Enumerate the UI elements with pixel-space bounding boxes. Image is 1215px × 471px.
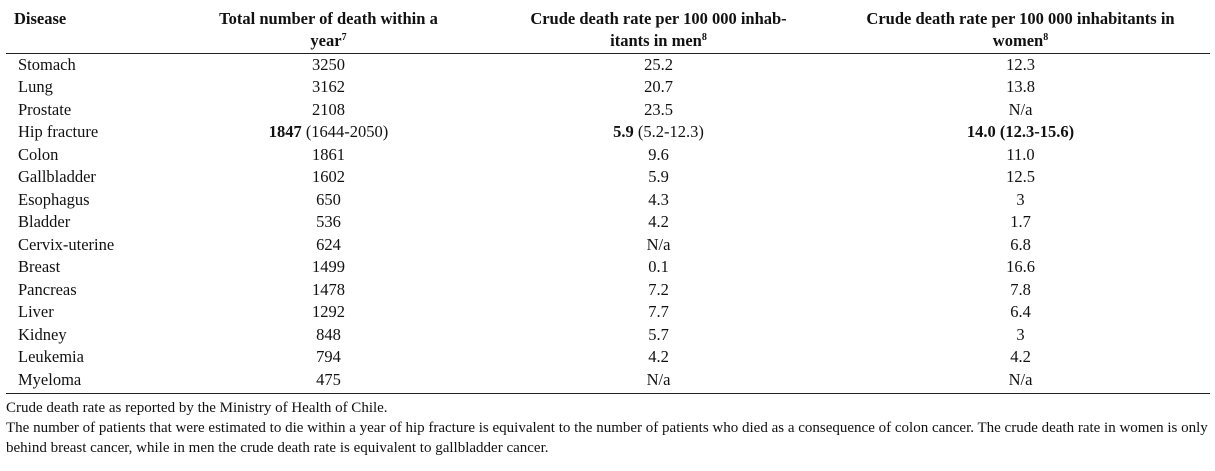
cell-disease: Pancreas [18, 279, 77, 299]
cell-total-deaths: 3162 [312, 77, 345, 96]
header-total-text: Total number of death within a year [219, 9, 438, 50]
cell-disease: Hip fracture [18, 122, 99, 141]
cell-total-deaths: 1602 [312, 167, 345, 186]
table-row: Myeloma 475 N/a N/a [6, 368, 1210, 394]
cell-disease: Colon [18, 144, 59, 164]
cell-rate-women: 6.8 [1010, 234, 1031, 254]
cell-rate-women: 7.8 [1010, 279, 1031, 299]
mortality-table: Disease Total number of death within a ye… [6, 3, 1210, 394]
header-rate-women: Crude death rate per 100 000 inhabitants… [831, 3, 1210, 54]
cell-total-deaths: 1478 [312, 279, 345, 299]
table-row: Liver 1292 7.7 6.4 [6, 301, 1210, 324]
cell-rate-men: 5.9 [648, 167, 669, 186]
table-row: Gallbladder 1602 5.9 12.5 [6, 166, 1210, 189]
cell-rate-women: 3 [1016, 189, 1025, 209]
cell-rate-men: N/a [486, 368, 831, 394]
cell-total-deaths: 1292 [312, 302, 345, 321]
cell-rate-women: 6.4 [1010, 302, 1031, 321]
cell-rate-women: 12.5 [1006, 167, 1035, 186]
cell-rate-men: 7.2 [648, 279, 669, 299]
cell-rate-women: 12.3 [1006, 54, 1035, 74]
cell-total-deaths: 1847 (1644-2050) [171, 121, 486, 144]
cell-rate-men: N/a [646, 234, 671, 254]
table-row: Lung 3162 20.7 13.8 [6, 76, 1210, 99]
cell-rate-women: 16.6 [1006, 257, 1035, 276]
cell-disease: Bladder [18, 212, 71, 231]
cell-total-ci: (1644-2050) [301, 122, 389, 141]
cell-total-deaths: 536 [316, 212, 341, 231]
cell-total-deaths: 794 [316, 347, 341, 366]
cell-total-deaths: 624 [316, 234, 341, 254]
header-women-ref: 8 [1043, 32, 1049, 43]
table-row: Pancreas 1478 7.2 7.8 [6, 279, 1210, 302]
cell-disease: Lung [18, 77, 53, 96]
cell-disease: Stomach [18, 54, 76, 74]
cell-total-deaths: 3250 [312, 54, 345, 74]
cell-disease: Leukemia [18, 347, 84, 366]
table-body: Stomach 3250 25.2 12.3 Lung 3162 20.7 13.8 Prost… [6, 53, 1210, 394]
cell-total-deaths: 2108 [312, 99, 345, 119]
header-women-text: Crude death rate per 100 000 inhabitants… [866, 9, 1175, 50]
cell-rate-men: 20.7 [644, 77, 673, 96]
cell-men-value: 5.9 [613, 122, 634, 141]
footnote-source: Crude death rate as reported by the Mini… [6, 400, 388, 416]
header-total-ref: 7 [341, 32, 347, 43]
table-row: Cervix-uterine 624 N/a 6.8 [6, 234, 1210, 257]
cell-rate-women: 11.0 [1006, 144, 1035, 164]
header-row: Disease Total number of death within a ye… [6, 3, 1210, 54]
cell-disease: Kidney [18, 324, 67, 344]
header-rate-men: Crude death rate per 100 000 inhab-itant… [486, 3, 831, 54]
cell-rate-women: 13.8 [1006, 77, 1035, 96]
cell-disease: Breast [18, 257, 61, 276]
cell-rate-women: N/a [1008, 99, 1033, 119]
cell-rate-men: 5.7 [648, 324, 669, 344]
cell-rate-men: 23.5 [644, 99, 673, 119]
table-row: Leukemia 794 4.2 4.2 [6, 346, 1210, 369]
cell-rate-men: 7.7 [648, 302, 669, 321]
header-total-deaths: Total number of death within a year7 [171, 3, 486, 54]
cell-rate-women: 1.7 [1010, 212, 1031, 231]
cell-total-deaths: 475 [171, 368, 486, 394]
cell-rate-men: 4.2 [648, 212, 669, 231]
cell-rate-women: N/a [831, 368, 1210, 394]
footnote-explanation: The number of patients that were estimat… [6, 420, 1208, 456]
cell-rate-men: 4.2 [648, 347, 669, 366]
cell-disease: Liver [18, 302, 54, 321]
cell-rate-women: 4.2 [1010, 347, 1031, 366]
cell-disease: Cervix-uterine [18, 234, 115, 254]
cell-rate-men: 25.2 [644, 54, 673, 74]
cell-total-deaths: 1499 [312, 257, 345, 276]
table-row: Bladder 536 4.2 1.7 [6, 211, 1210, 234]
table-row: Kidney 848 5.7 3 [6, 324, 1210, 347]
table-row: Stomach 3250 25.2 12.3 [6, 53, 1210, 76]
cell-disease: Myeloma [6, 368, 171, 394]
table-row: Esophagus 650 4.3 3 [6, 189, 1210, 212]
header-disease: Disease [6, 3, 171, 54]
footnotes: Crude death rate as reported by the Mini… [6, 394, 1210, 458]
table-row: Breast 1499 0.1 16.6 [6, 256, 1210, 279]
table-row: Colon 1861 9.6 11.0 [6, 144, 1210, 167]
cell-rate-women: 14.0 (12.3-15.6) [966, 122, 1075, 141]
cell-men-ci: (5.2-12.3) [633, 122, 704, 141]
cell-rate-men: 9.6 [648, 144, 669, 164]
cell-rate-women: 3 [1016, 324, 1025, 344]
cell-rate-men: 0.1 [648, 257, 669, 276]
header-men-text: Crude death rate per 100 000 inhab-itant… [530, 9, 787, 50]
cell-disease: Esophagus [18, 189, 90, 209]
document: Disease Total number of death within a ye… [6, 3, 1210, 458]
table-row: Hip fracture 1847 (1644-2050) 5.9 (5.2-12.… [6, 121, 1210, 144]
cell-disease: Gallbladder [18, 167, 96, 186]
cell-total-deaths: 650 [316, 189, 341, 209]
cell-total-deaths: 1861 [312, 144, 345, 164]
table-row: Prostate 2108 23.5 N/a [6, 99, 1210, 122]
cell-rate-men: 4.3 [648, 189, 669, 209]
table-header: Disease Total number of death within a ye… [6, 3, 1210, 54]
cell-total-deaths: 848 [316, 324, 341, 344]
cell-disease: Prostate [18, 99, 72, 119]
cell-rate-men: 5.9 (5.2-12.3) [486, 121, 831, 144]
header-men-ref: 8 [701, 32, 707, 43]
cell-total-value: 1847 [268, 122, 302, 141]
